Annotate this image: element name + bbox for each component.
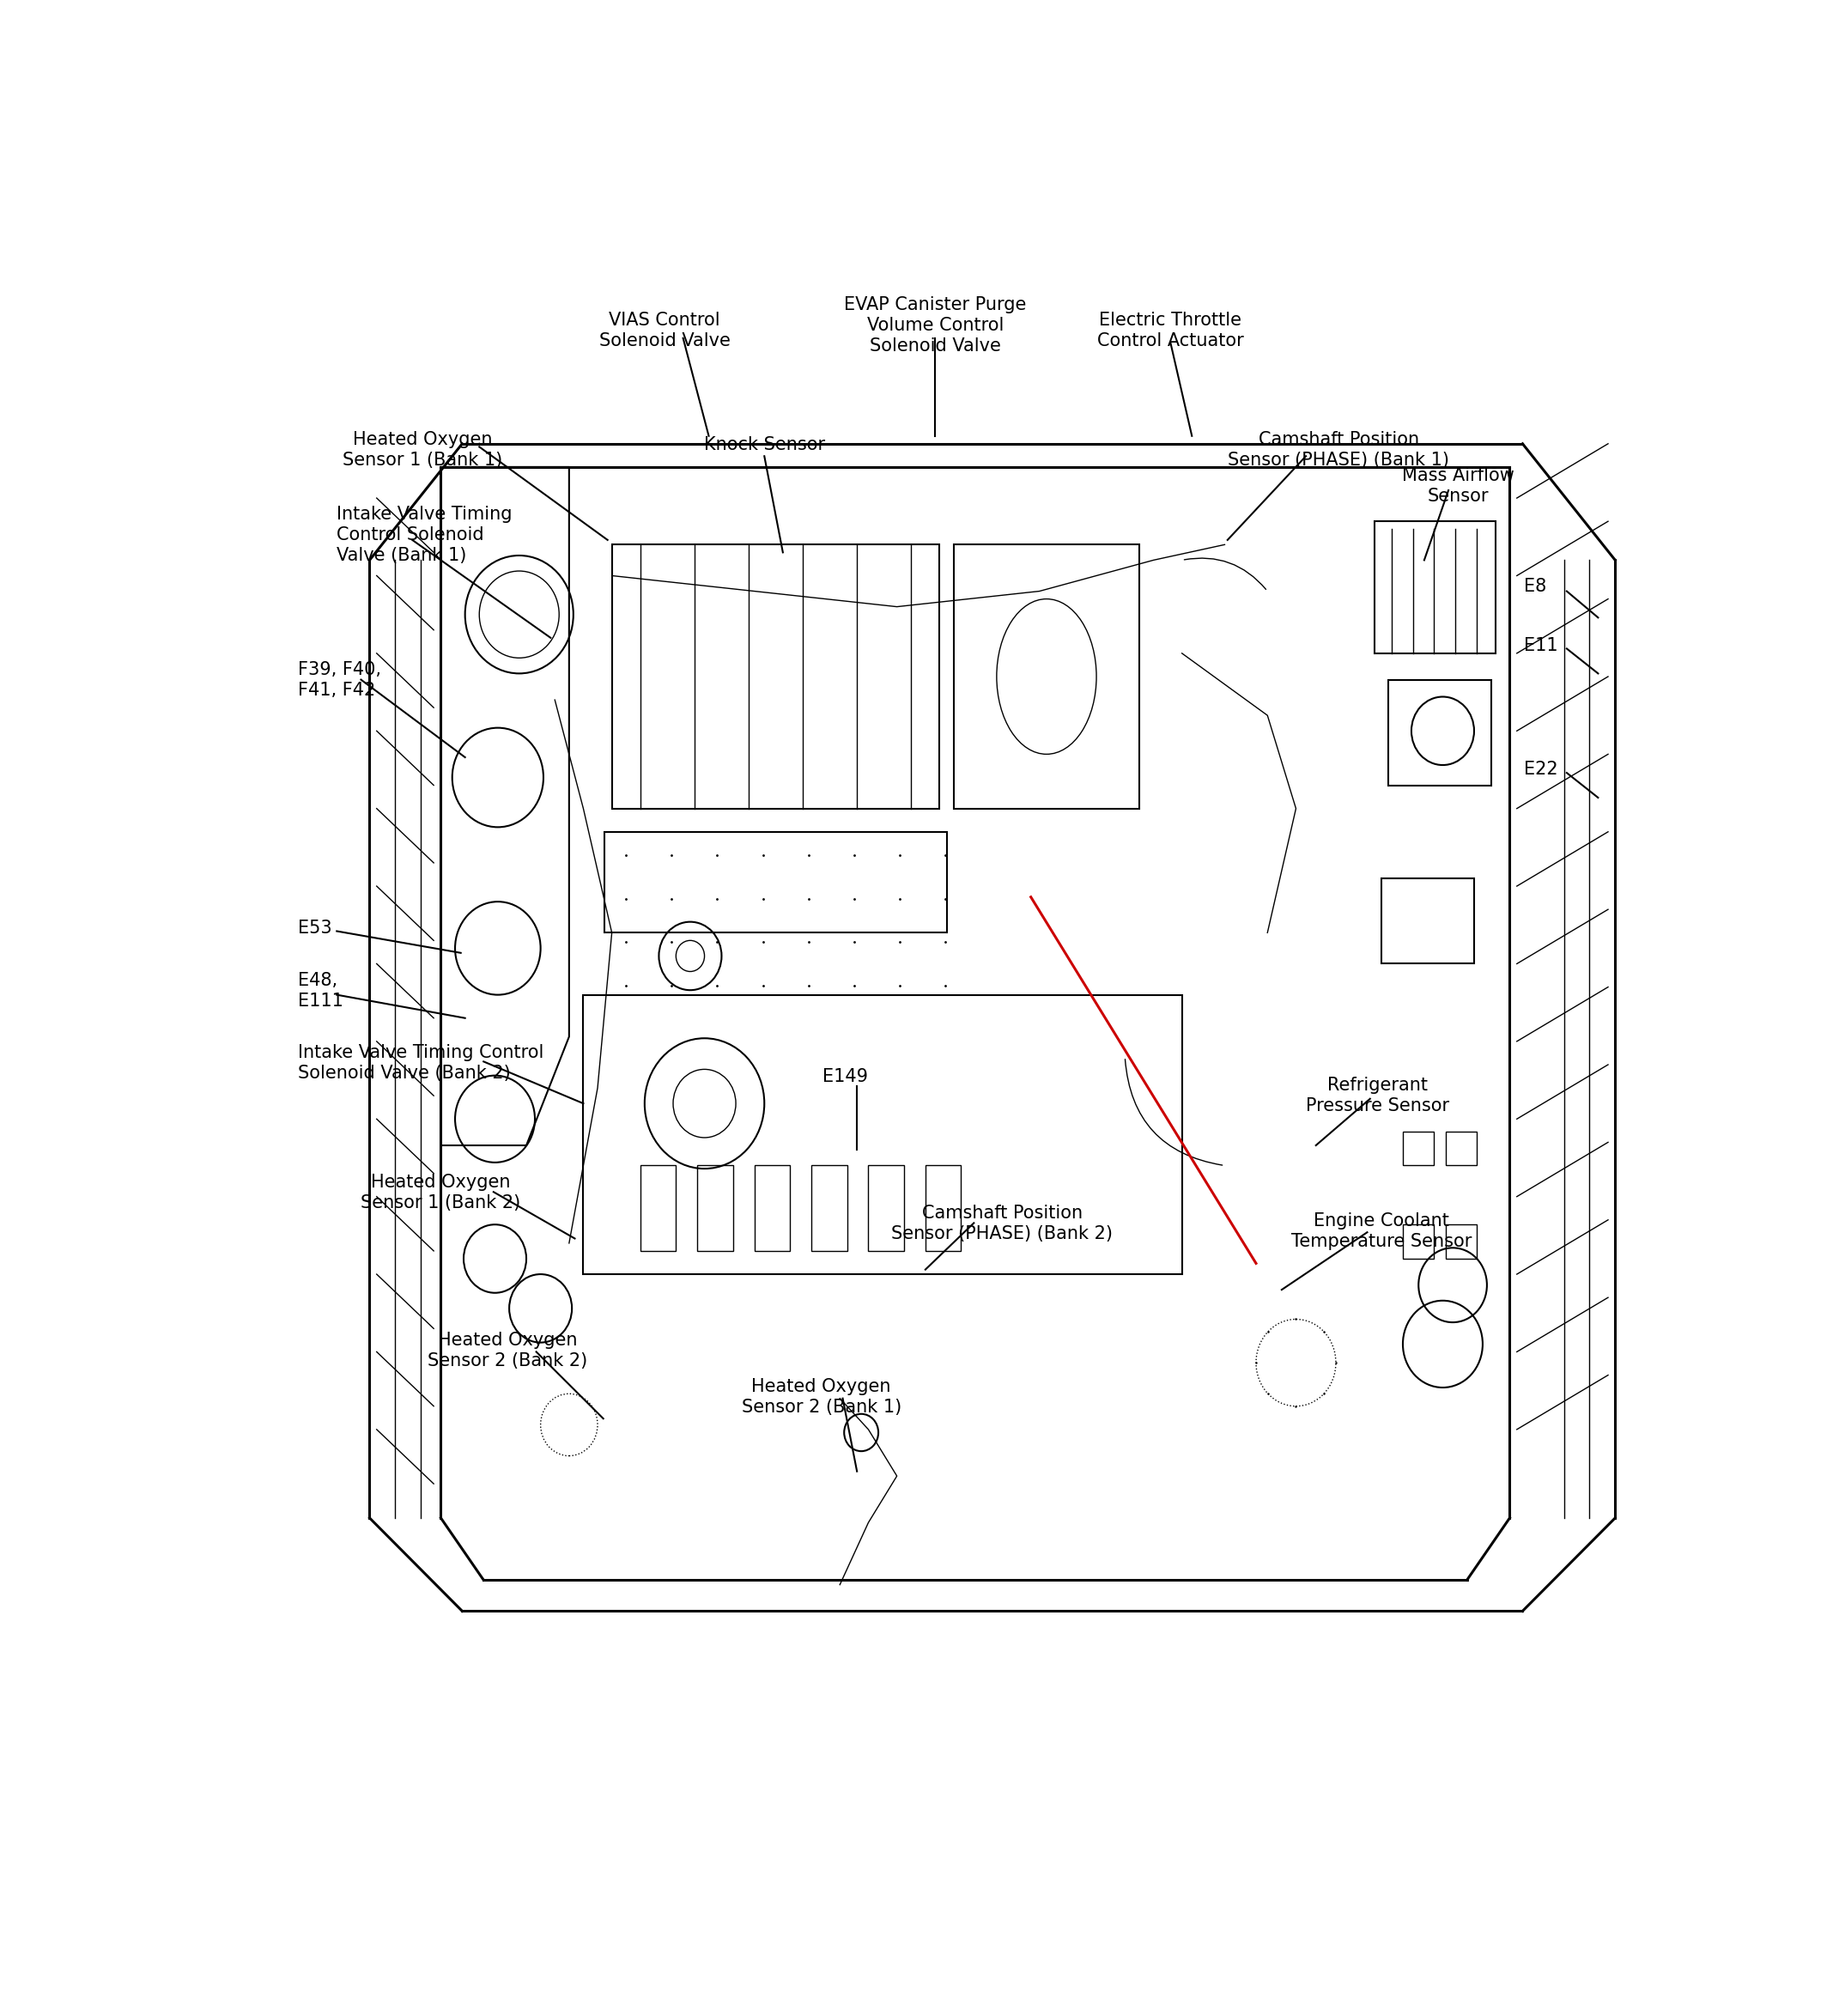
Text: E53: E53 [298, 919, 333, 937]
Text: Knock Sensor: Knock Sensor [704, 435, 826, 454]
Text: Intake Valve Timing Control
Solenoid Valve (Bank 2): Intake Valve Timing Control Solenoid Val… [298, 1044, 544, 1083]
Text: E149: E149 [822, 1068, 868, 1085]
Text: Heated Oxygen
Sensor 1 (Bank 1): Heated Oxygen Sensor 1 (Bank 1) [342, 431, 502, 470]
Text: E8: E8 [1525, 579, 1547, 595]
Text: Mass Airflow
Sensor: Mass Airflow Sensor [1403, 468, 1515, 504]
Text: E11: E11 [1525, 637, 1558, 653]
Text: Camshaft Position
Sensor (PHASE) (Bank 1): Camshaft Position Sensor (PHASE) (Bank 1… [1228, 431, 1449, 470]
Bar [1403, 1224, 1434, 1258]
Text: Heated Oxygen
Sensor 2 (Bank 1): Heated Oxygen Sensor 2 (Bank 1) [741, 1379, 901, 1415]
Text: Refrigerant
Pressure Sensor: Refrigerant Pressure Sensor [1306, 1077, 1449, 1115]
Bar [868, 1165, 905, 1250]
Bar [583, 994, 1182, 1274]
Text: F39, F40,
F41, F42: F39, F40, F41, F42 [298, 661, 381, 700]
Bar [612, 544, 940, 808]
Bar [754, 1165, 791, 1250]
Text: Camshaft Position
Sensor (PHASE) (Bank 2): Camshaft Position Sensor (PHASE) (Bank 2… [892, 1204, 1113, 1242]
Bar [1388, 679, 1491, 784]
Bar [697, 1165, 734, 1250]
Text: E22: E22 [1525, 762, 1558, 778]
Bar [925, 1165, 962, 1250]
Text: Heated Oxygen
Sensor 1 (Bank 2): Heated Oxygen Sensor 1 (Bank 2) [360, 1173, 520, 1212]
Bar [1445, 1131, 1477, 1165]
Text: EVAP Canister Purge
Volume Control
Solenoid Valve: EVAP Canister Purge Volume Control Solen… [844, 296, 1026, 355]
Text: Heated Oxygen
Sensor 2 (Bank 2): Heated Oxygen Sensor 2 (Bank 2) [428, 1333, 588, 1369]
Bar [1445, 1224, 1477, 1258]
Bar [640, 1165, 677, 1250]
Bar [1403, 1131, 1434, 1165]
Bar [605, 833, 947, 933]
Bar [811, 1165, 848, 1250]
Text: Electric Throttle
Control Actuator: Electric Throttle Control Actuator [1098, 312, 1243, 349]
Text: VIAS Control
Solenoid Valve: VIAS Control Solenoid Valve [600, 312, 730, 349]
Bar [1374, 522, 1495, 653]
Text: Intake Valve Timing
Control Solenoid
Valve (Bank 1): Intake Valve Timing Control Solenoid Val… [337, 506, 513, 564]
Bar [954, 544, 1138, 808]
Text: Engine Coolant
Temperature Sensor: Engine Coolant Temperature Sensor [1291, 1212, 1471, 1250]
Bar [1381, 879, 1475, 964]
Text: E48,
E111: E48, E111 [298, 972, 344, 1010]
